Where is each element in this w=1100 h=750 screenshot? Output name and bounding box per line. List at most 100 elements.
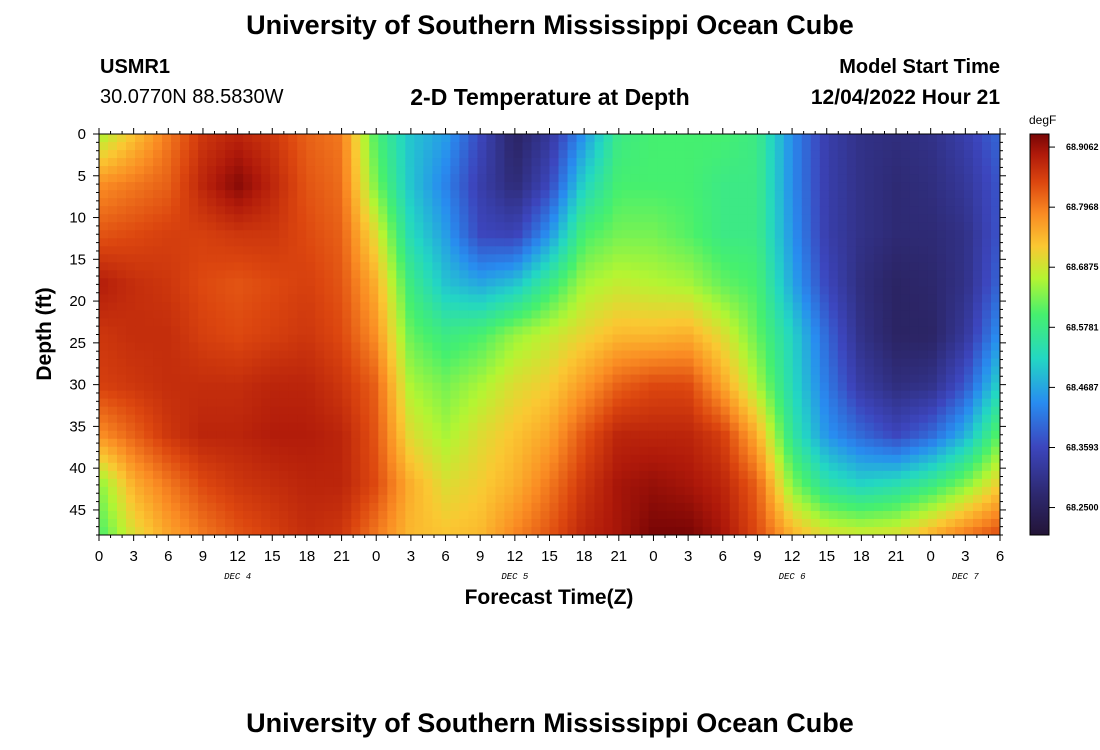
heatmap-cell <box>801 230 812 239</box>
heatmap-cell <box>594 494 605 504</box>
heatmap-cell <box>981 134 992 143</box>
heatmap-cell <box>810 382 821 392</box>
heatmap-cell <box>513 182 524 191</box>
heatmap-cell <box>477 278 488 287</box>
heatmap-cell <box>882 238 893 247</box>
heatmap-cell <box>441 230 451 239</box>
heatmap-cell <box>639 462 650 472</box>
heatmap-cell <box>180 182 190 191</box>
heatmap-cell <box>963 166 974 175</box>
heatmap-cell <box>684 222 695 231</box>
heatmap-cell <box>594 382 605 392</box>
heatmap-cell <box>756 134 767 143</box>
heatmap-cell <box>783 166 794 175</box>
heatmap-cell <box>819 430 830 440</box>
heatmap-cell <box>558 246 569 255</box>
heatmap-cell <box>432 254 442 263</box>
heatmap-cell <box>693 398 704 408</box>
heatmap-cell <box>657 478 668 488</box>
heatmap-cell <box>117 398 127 408</box>
heatmap-cell <box>225 438 235 448</box>
heatmap-cell <box>846 462 857 472</box>
heatmap-cell <box>702 182 713 191</box>
heatmap-cell <box>954 358 965 368</box>
heatmap-cell <box>486 502 497 512</box>
heatmap-cell <box>288 398 298 408</box>
heatmap-cell <box>117 150 127 159</box>
heatmap-cell <box>783 334 794 344</box>
heatmap-cell <box>711 334 722 344</box>
heatmap-cell <box>360 398 370 408</box>
heatmap-cell <box>351 166 361 175</box>
heatmap-cell <box>639 134 650 143</box>
heatmap-cell <box>693 502 704 512</box>
heatmap-cell <box>189 470 199 480</box>
heatmap-cell <box>324 142 334 151</box>
heatmap-cell <box>702 286 713 295</box>
heatmap-cell <box>180 326 190 336</box>
heatmap-cell <box>828 214 839 223</box>
heatmap-cell <box>99 462 109 472</box>
heatmap-cell <box>900 390 911 400</box>
heatmap-cell <box>612 238 623 247</box>
heatmap-cell <box>495 390 506 400</box>
heatmap-cell <box>666 294 677 304</box>
heatmap-cell <box>468 206 479 215</box>
heatmap-cell <box>216 422 226 432</box>
heatmap-cell <box>837 510 848 520</box>
heatmap-cell <box>621 158 632 167</box>
heatmap-cell <box>198 262 208 271</box>
heatmap-cell <box>639 206 650 215</box>
heatmap-cell <box>954 382 965 392</box>
heatmap-cell <box>405 494 415 504</box>
heatmap-cell <box>126 342 136 352</box>
heatmap-cell <box>144 358 154 368</box>
heatmap-cell <box>153 478 163 488</box>
heatmap-cell <box>963 454 974 464</box>
heatmap-cell <box>540 134 551 143</box>
heatmap-cell <box>216 470 226 480</box>
heatmap-cell <box>729 310 740 320</box>
heatmap-cell <box>882 214 893 223</box>
heatmap-cell <box>288 166 298 175</box>
heatmap-cell <box>234 142 244 151</box>
heatmap-cell <box>135 294 145 304</box>
heatmap-cell <box>144 318 154 328</box>
heatmap-cell <box>864 198 875 207</box>
heatmap-cell <box>954 302 965 312</box>
heatmap-cell <box>711 238 722 247</box>
heatmap-cell <box>639 406 650 416</box>
heatmap-cell <box>540 366 551 376</box>
heatmap-cell <box>756 310 767 320</box>
heatmap-cell <box>873 374 884 384</box>
heatmap-cell <box>261 430 271 440</box>
heatmap-cell <box>774 486 785 496</box>
heatmap-cell <box>279 246 289 255</box>
heatmap-cell <box>765 134 776 143</box>
heatmap-cell <box>225 334 235 344</box>
heatmap-cell <box>342 134 352 143</box>
heatmap-cell <box>972 294 983 304</box>
heatmap-cell <box>918 302 929 312</box>
heatmap-cell <box>639 454 650 464</box>
heatmap-cell <box>891 302 902 312</box>
heatmap-cell <box>189 334 199 344</box>
heatmap-cell <box>162 158 172 167</box>
heatmap-cell <box>675 414 686 424</box>
heatmap-cell <box>792 350 803 360</box>
heatmap-cell <box>135 430 145 440</box>
heatmap-cell <box>648 206 659 215</box>
heatmap-cell <box>189 134 199 143</box>
heatmap-cell <box>378 326 388 336</box>
heatmap-cell <box>153 318 163 328</box>
heatmap-cell <box>585 214 596 223</box>
heatmap-cell <box>891 390 902 400</box>
heatmap-cell <box>108 198 118 207</box>
heatmap-cell <box>99 478 109 488</box>
heatmap-cell <box>738 350 749 360</box>
heatmap-cell <box>369 350 379 360</box>
heatmap-cell <box>99 358 109 368</box>
heatmap-cell <box>954 406 965 416</box>
heatmap-cell <box>612 526 623 535</box>
heatmap-cell <box>360 366 370 376</box>
